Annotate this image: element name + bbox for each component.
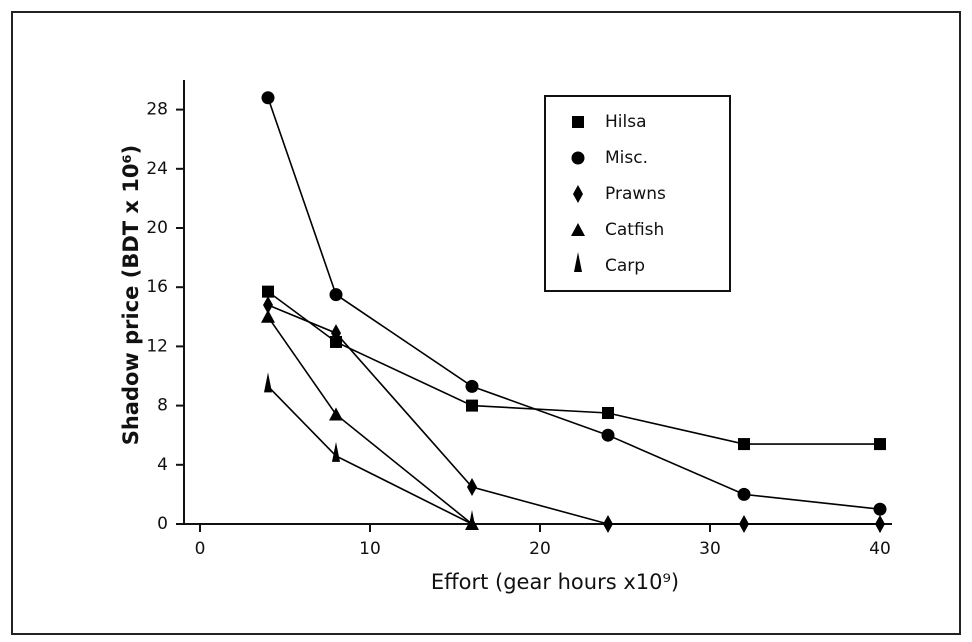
marker (571, 223, 585, 236)
marker (571, 151, 585, 165)
y-tick-label: 12 (146, 336, 168, 356)
series-line (267, 97, 881, 510)
legend-label: Hilsa (605, 112, 647, 132)
frame (11, 11, 961, 635)
x-tick-label: 30 (699, 539, 721, 559)
series-line (267, 385, 473, 525)
x-tick-label: 40 (869, 539, 891, 559)
y-tick-label: 4 (157, 455, 168, 475)
marker (261, 309, 275, 323)
x-tick-label: 20 (529, 539, 551, 559)
legend-label: Prawns (605, 184, 666, 204)
marker (263, 295, 273, 314)
legend-label: Catfish (605, 220, 664, 240)
marker (332, 441, 340, 462)
y-tick-label: 16 (146, 277, 168, 297)
y-tick-label: 20 (146, 218, 168, 238)
y-tick-label: 0 (157, 514, 168, 534)
marker (264, 372, 272, 393)
marker (572, 116, 584, 128)
marker (467, 478, 477, 496)
x-axis-label: Effort (gear hours x10⁹) (431, 570, 679, 594)
marker (738, 438, 750, 451)
series-line (267, 290, 880, 445)
series-line (267, 304, 880, 525)
legend-label: Misc. (605, 148, 648, 168)
x-tick-label: 10 (359, 539, 381, 559)
marker (329, 407, 343, 421)
marker (574, 252, 582, 272)
marker (603, 515, 613, 533)
marker (601, 428, 615, 442)
legend-box (544, 95, 731, 292)
marker (573, 185, 583, 203)
x-tick-label: 0 (195, 539, 206, 559)
marker (874, 438, 886, 451)
marker (739, 515, 749, 533)
y-tick-label: 28 (146, 100, 168, 120)
marker (602, 407, 614, 419)
marker (466, 399, 478, 412)
marker (261, 91, 275, 105)
series-line (267, 316, 473, 525)
marker (329, 288, 343, 302)
y-tick-label: 24 (146, 159, 168, 179)
legend-label: Carp (605, 256, 645, 276)
marker (737, 487, 751, 501)
marker (468, 510, 476, 530)
marker (873, 502, 887, 516)
marker (465, 379, 479, 393)
marker (331, 324, 341, 343)
y-tick-label: 8 (157, 396, 168, 416)
y-axis-label: Shadow price (BDT x 10⁶) (119, 145, 143, 446)
marker (875, 515, 885, 533)
marker (262, 285, 274, 298)
